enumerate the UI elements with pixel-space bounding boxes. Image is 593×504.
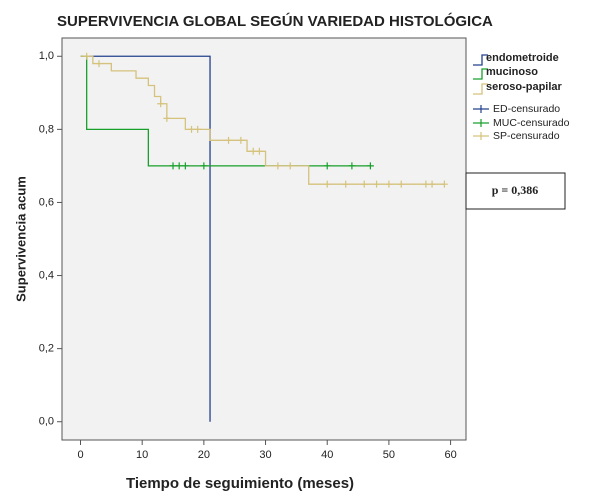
censor-mark [323, 180, 331, 188]
legend-symbol [473, 54, 488, 66]
x-tick-label: 50 [383, 449, 395, 461]
censor-mark [175, 162, 183, 170]
censor-mark [342, 180, 350, 188]
censor-mark [249, 147, 257, 155]
chart-title: SUPERVIVENCIA GLOBAL SEGÚN VARIEDAD HIST… [57, 12, 493, 30]
legend-label: mucinoso [486, 66, 538, 78]
y-tick-label: 1,0 [39, 50, 54, 62]
censor-mark [188, 125, 196, 133]
y-axis-label: Supervivencia acum [13, 176, 28, 302]
censor-mark [237, 136, 245, 144]
legend-label: endometroide [486, 52, 559, 64]
y-tick-label: 0,0 [39, 416, 54, 428]
x-tick-label: 10 [136, 449, 148, 461]
censor-mark [397, 180, 405, 188]
legend-symbol [473, 83, 488, 95]
censor-mark [348, 162, 356, 170]
x-tick-label: 40 [321, 449, 333, 461]
survival-curve [80, 55, 211, 422]
y-tick-label: 0,6 [39, 196, 54, 208]
censor-mark [169, 162, 177, 170]
censor-mark [157, 100, 165, 108]
censor-mark [360, 180, 368, 188]
y-tick-label: 0,2 [39, 343, 54, 355]
censor-mark [83, 52, 91, 60]
censor-mark [323, 162, 331, 170]
censor-mark [286, 162, 294, 170]
censor-mark [194, 125, 202, 133]
legend-symbol [473, 132, 489, 140]
censor-mark [95, 60, 103, 68]
x-tick-label: 0 [77, 449, 83, 461]
censor-mark [428, 180, 436, 188]
legend-label: ED-censurado [493, 103, 560, 115]
censor-mark [366, 162, 374, 170]
p-value-box [465, 172, 566, 210]
legend-symbol [473, 119, 489, 127]
censor-mark [274, 162, 282, 170]
censor-mark [385, 180, 393, 188]
legend-label: SP-censurado [493, 130, 560, 142]
legend-symbol [473, 68, 488, 80]
x-tick-label: 30 [259, 449, 271, 461]
censor-mark [422, 180, 430, 188]
censor-mark [181, 162, 189, 170]
censor-mark [225, 136, 233, 144]
censor-mark [163, 114, 171, 122]
censor-mark [373, 180, 381, 188]
y-tick-label: 0,4 [39, 269, 54, 281]
y-tick-label: 0,8 [39, 123, 54, 135]
plot-area [61, 37, 467, 441]
censor-mark [200, 162, 208, 170]
censor-mark [440, 180, 448, 188]
x-axis-label: Tiempo de seguimiento (meses) [126, 475, 354, 492]
censor-mark [255, 147, 263, 155]
p-value: p = 0,386 [492, 183, 539, 197]
x-tick-label: 20 [198, 449, 210, 461]
legend-label: seroso-papilar [486, 81, 563, 93]
legend-symbol [473, 105, 489, 113]
legend-label: MUC-censurado [493, 117, 570, 129]
x-tick-label: 60 [444, 449, 456, 461]
